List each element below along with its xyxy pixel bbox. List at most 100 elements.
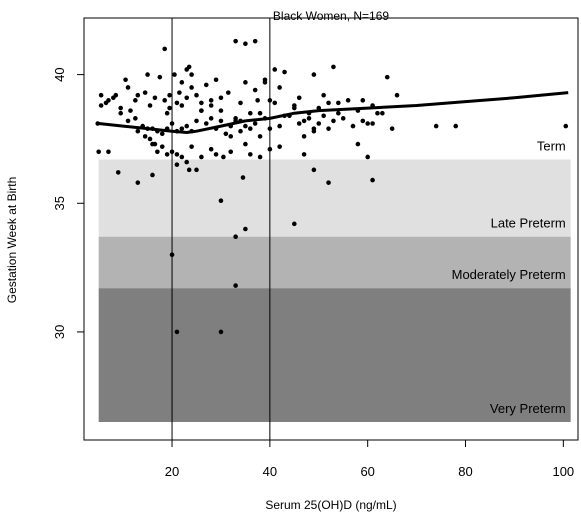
data-point [159,131,165,137]
data-point [174,162,180,167]
data-point [133,98,138,103]
data-point [147,103,153,108]
data-point [252,87,258,93]
band-very-preterm [98,288,571,422]
data-point [355,141,361,147]
data-point [563,123,569,129]
data-point [189,144,194,149]
data-point [167,92,172,98]
x-tick-label: 100 [552,464,574,479]
data-point [96,149,101,155]
data-point [164,152,170,157]
data-point [174,100,180,106]
x-axis-label: Serum 25(OH)D (ng/mL) [265,498,396,512]
data-point [384,74,390,80]
data-point [262,80,268,85]
data-point [218,198,224,203]
data-point [365,121,370,126]
data-point [169,121,175,126]
reference-line-layer [171,18,271,440]
data-point [326,126,331,131]
chart-title: Black Women, N=169 [273,9,389,23]
x-axis: 20 40 60 80 100 [165,439,574,479]
smoother-line [98,91,569,135]
data-point [277,123,282,129]
data-point [433,123,439,129]
data-point [218,108,224,113]
data-point [282,69,287,75]
data-point [125,118,131,124]
data-point [221,154,226,160]
data-point [272,67,278,72]
data-point [208,98,214,103]
data-point [172,72,177,77]
band-term [98,28,571,160]
data-point [321,113,326,119]
data-point [179,103,185,108]
data-point [98,103,104,108]
data-point [199,108,204,113]
data-point [267,146,273,152]
data-point [240,175,246,180]
data-point [162,98,168,103]
band-label-term: Term [537,139,566,154]
data-point [243,123,248,129]
data-point [326,100,331,106]
data-point [133,116,138,121]
band-label-moderately-preterm: Moderately Preterm [452,267,566,282]
data-point [169,149,175,155]
data-point [360,118,366,124]
data-point [238,100,243,106]
band-layer [98,28,571,422]
data-point [243,226,248,232]
data-point [135,128,141,134]
data-point [194,92,199,98]
data-point [292,221,297,227]
data-point [252,121,258,126]
data-point [375,110,380,116]
data-point [128,108,133,113]
data-point [453,123,459,129]
data-point [194,118,199,124]
data-point [115,170,121,175]
data-point [360,98,366,103]
data-point [186,167,192,173]
y-axis-label: Gestation Week at Birth [5,177,19,304]
data-point [164,110,170,116]
data-point [179,80,185,85]
data-point [184,123,190,129]
data-point [218,95,224,101]
data-point [311,72,317,77]
data-point [238,128,243,134]
data-point [233,234,238,240]
data-point [257,110,263,116]
data-point [157,74,163,80]
data-point [243,80,248,85]
data-point [184,95,190,101]
data-point [321,92,326,98]
data-point [296,95,302,101]
data-point [208,103,214,108]
data-point [150,141,155,147]
data-point [150,172,155,178]
data-point [365,154,370,160]
data-point [213,77,219,83]
data-point [394,92,400,98]
data-point [292,105,297,111]
data-point [199,154,204,160]
data-point [306,116,312,121]
data-point [257,154,263,160]
data-point [199,100,204,106]
data-point [370,177,375,183]
x-tick-label: 60 [360,464,374,479]
data-point [225,90,231,95]
y-tick-label: 40 [52,67,67,81]
data-point [194,167,199,173]
data-point [331,118,336,124]
y-tick-label: 30 [52,325,67,339]
data-point [267,98,273,103]
data-point [389,126,395,131]
data-point [142,90,148,95]
data-point [326,180,331,185]
